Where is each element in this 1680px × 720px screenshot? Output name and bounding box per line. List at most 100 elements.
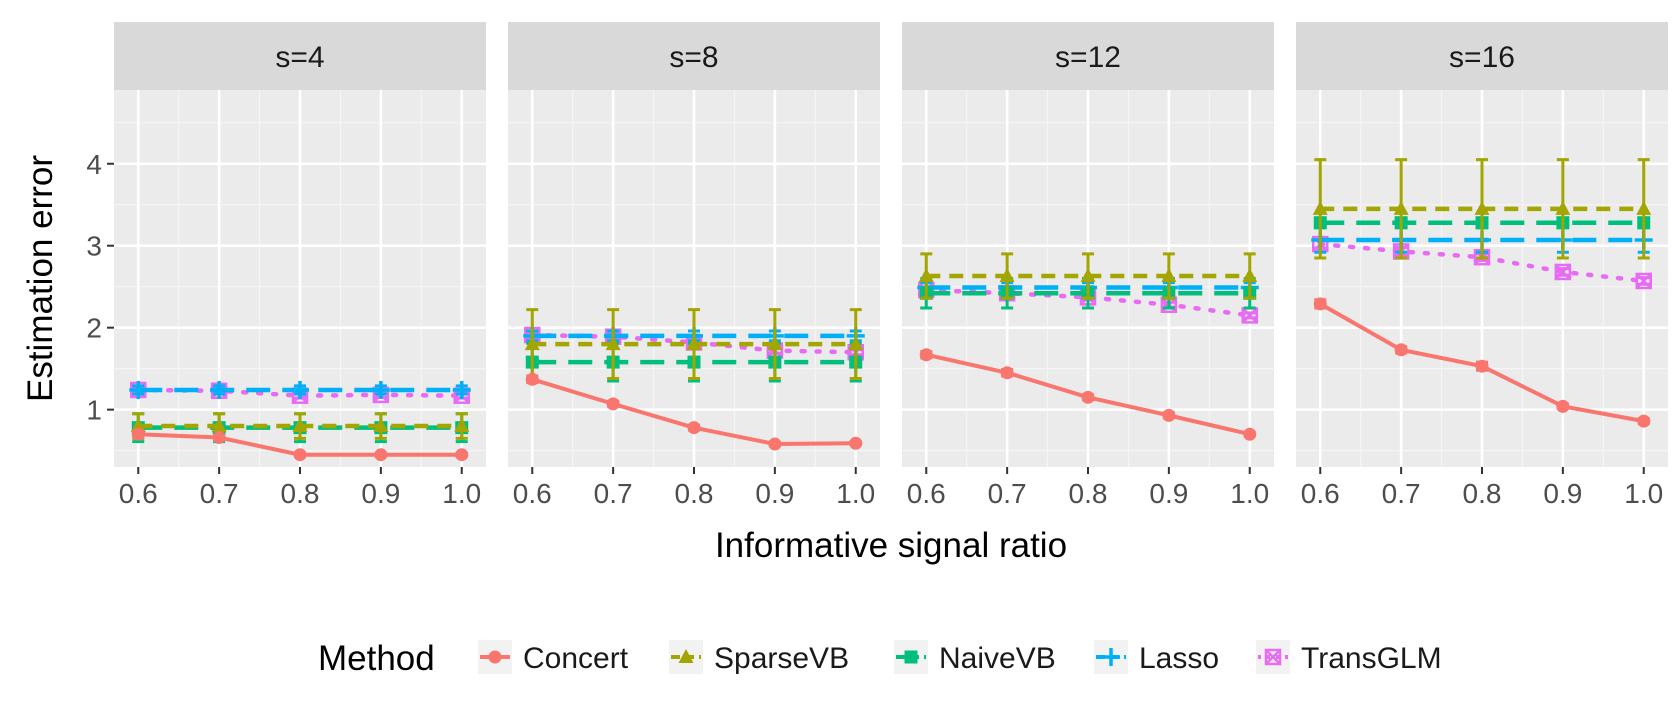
data-point (918, 268, 934, 283)
legend-marker-shape (904, 650, 918, 664)
data-point-shape (1555, 200, 1571, 215)
data-point (1637, 414, 1651, 428)
x-tick-label: 0.7 (594, 478, 633, 509)
data-point (212, 430, 226, 444)
y-tick-label: 2 (86, 313, 102, 344)
legend-title: Method (318, 639, 435, 678)
x-tick-label: 1.0 (836, 478, 875, 509)
series-sparsevb (918, 252, 1258, 300)
data-point (919, 348, 933, 362)
data-point (454, 418, 470, 433)
data-point-shape (606, 397, 620, 411)
data-point-shape (1393, 200, 1409, 215)
panel-s=8: s=8 0.6 0.7 0.8 0.9 1.0 (508, 22, 880, 509)
legend-label: SparseVB (714, 642, 849, 675)
data-point-shape (129, 380, 148, 399)
data-point (1393, 200, 1409, 215)
data-point-shape (848, 336, 864, 351)
x-tick-label: 0.6 (119, 478, 158, 509)
facet-strip (1296, 22, 1668, 90)
data-point-cross (1554, 264, 1571, 280)
data-point (1394, 343, 1408, 357)
data-point-shape (211, 418, 227, 433)
x-tick-label: 0.9 (361, 478, 400, 509)
data-point (849, 436, 863, 450)
series-line (924, 287, 1252, 318)
data-point-shape (1313, 297, 1327, 311)
x-tick-label: 0.6 (513, 478, 552, 509)
data-point (131, 427, 145, 441)
data-point-shape (525, 372, 539, 386)
data-point (129, 380, 148, 399)
data-point-shape (686, 336, 702, 351)
data-point (210, 380, 229, 399)
data-point (999, 268, 1015, 283)
data-point (1081, 390, 1095, 404)
x-tick-label: 1.0 (1230, 478, 1269, 509)
x-tick-label: 0.7 (200, 478, 239, 509)
legend-item-sparsevb: SparseVB (669, 640, 849, 675)
legend-marker-box (1264, 648, 1282, 666)
data-point-shape (371, 380, 390, 399)
data-point-shape (768, 437, 782, 451)
data-point (1555, 200, 1571, 215)
data-point-shape (1556, 399, 1570, 413)
data-point (1636, 200, 1652, 215)
data-point-shape (455, 448, 469, 462)
legend-label: NaiveVB (939, 642, 1056, 675)
series-concert (525, 372, 863, 451)
legend: Method Concert SparseVB NaiveVB Lasso TransG… (318, 639, 1442, 678)
facet-strip-label: s=12 (1055, 41, 1121, 74)
legend-label: Concert (523, 642, 629, 675)
data-point (1000, 366, 1014, 380)
x-tick-label: 0.6 (1301, 478, 1340, 509)
data-point (848, 336, 864, 351)
data-point-shape (605, 336, 621, 351)
data-point (211, 418, 227, 433)
panel-s=16: s=16 0.6 0.7 0.8 0.9 1.0 (1296, 22, 1668, 509)
data-point (1635, 272, 1652, 290)
x-axis-label: Informative signal ratio (715, 526, 1067, 565)
data-point (767, 336, 783, 351)
series-line (530, 332, 858, 355)
data-point-shape (1394, 343, 1408, 357)
data-point-shape (1312, 200, 1328, 215)
facet-strip (508, 22, 880, 90)
data-point-shape (767, 336, 783, 351)
data-point-shape (452, 380, 471, 399)
data-point-shape (849, 436, 863, 450)
data-point-shape (1161, 268, 1177, 283)
x-tick-label: 0.9 (1543, 478, 1582, 509)
panels: s=40.6 0.7 0.8 0.9 1.0s=80.6 0.7 0.8 0.9 1.0s=12… (86, 22, 1668, 509)
legend-marker-shape (488, 650, 502, 664)
data-point-shape (918, 268, 934, 283)
data-point (291, 380, 309, 399)
legend-marker (1264, 648, 1282, 666)
data-point-shape (454, 418, 470, 433)
series-concert (919, 348, 1257, 441)
data-point-shape (1000, 366, 1014, 380)
legend-marker-shape (678, 649, 694, 663)
data-point (455, 448, 469, 462)
x-tick-label: 0.8 (675, 478, 714, 509)
data-point-shape (292, 418, 308, 433)
x-tick-label: 1.0 (1624, 478, 1663, 509)
data-point-shape (524, 336, 540, 351)
legend-marker (488, 650, 502, 664)
legend-marker-shape (1102, 648, 1120, 666)
data-point-shape (1162, 408, 1176, 422)
facet-strip (114, 22, 486, 90)
data-point (1313, 297, 1327, 311)
x-tick-label: 0.8 (1463, 478, 1502, 509)
series-concert (131, 427, 469, 462)
data-point (1475, 359, 1489, 373)
series-line (1318, 241, 1646, 284)
y-tick-label: 3 (86, 231, 102, 262)
x-tick-label: 0.9 (755, 478, 794, 509)
data-point (1312, 200, 1328, 215)
x-tick-label: 0.8 (1069, 478, 1108, 509)
data-point-shape (131, 427, 145, 441)
data-point-shape (374, 448, 388, 462)
y-tick-label: 1 (86, 395, 102, 426)
legend-marker (1102, 648, 1120, 666)
